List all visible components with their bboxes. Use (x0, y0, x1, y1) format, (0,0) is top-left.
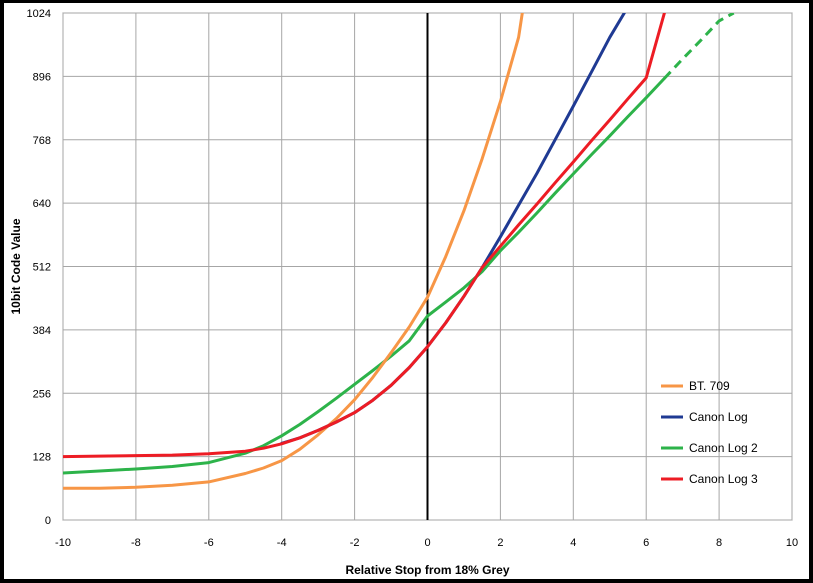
chart-frame: -10 -8 -6 -4 -2 0 2 4 6 8 10 0 128 256 384 512 640 768 896… (4, 3, 809, 579)
x-tick-label: 2 (497, 537, 503, 549)
legend-label: Canon Log 2 (689, 441, 758, 455)
y-tick-label: 768 (33, 135, 51, 147)
legend-label: Canon Log 3 (689, 472, 758, 486)
x-tick-label: -4 (277, 537, 287, 549)
x-tick-label: -10 (55, 537, 71, 549)
legend-label: Canon Log (689, 410, 748, 424)
y-tick-label: 640 (33, 198, 51, 210)
y-tick-label: 0 (45, 515, 51, 527)
y-tick-label: 896 (33, 71, 51, 83)
x-tick-label: 0 (424, 537, 430, 549)
x-tick-label: 10 (786, 537, 798, 549)
x-tick-label: 8 (716, 537, 722, 549)
x-tick-label: -8 (131, 537, 141, 549)
legend-label: BT. 709 (689, 379, 730, 393)
series-line-canon-log-3 (63, 13, 666, 459)
y-axis-label: 10bit Code Value (9, 218, 23, 314)
x-tick-label: -2 (350, 537, 360, 549)
x-axis-label: Relative Stop from 18% Grey (345, 563, 509, 577)
legend: BT. 709 Canon Log Canon Log 2 Canon Log 3 (661, 379, 758, 486)
x-tick-label: -6 (204, 537, 214, 549)
chart-svg: -10 -8 -6 -4 -2 0 2 4 6 8 10 0 128 256 384 512 640 768 896… (9, 8, 799, 577)
y-tick-label: 1024 (27, 8, 51, 20)
series-line-canon-log-2 (63, 76, 666, 475)
series-line-bt-709 (63, 13, 524, 490)
series-line-canon-log-2-dashed-extension (663, 13, 735, 80)
x-tick-label: 6 (643, 537, 649, 549)
y-tick-label: 256 (33, 388, 51, 400)
y-tick-label: 128 (33, 452, 51, 464)
y-tick-label: 512 (33, 262, 51, 274)
x-tick-label: 4 (570, 537, 576, 549)
tick-labels: -10 -8 -6 -4 -2 0 2 4 6 8 10 0 128 256 384 512 640 768 896… (27, 8, 799, 549)
y-tick-label: 384 (33, 325, 51, 337)
series-lines (63, 13, 735, 520)
